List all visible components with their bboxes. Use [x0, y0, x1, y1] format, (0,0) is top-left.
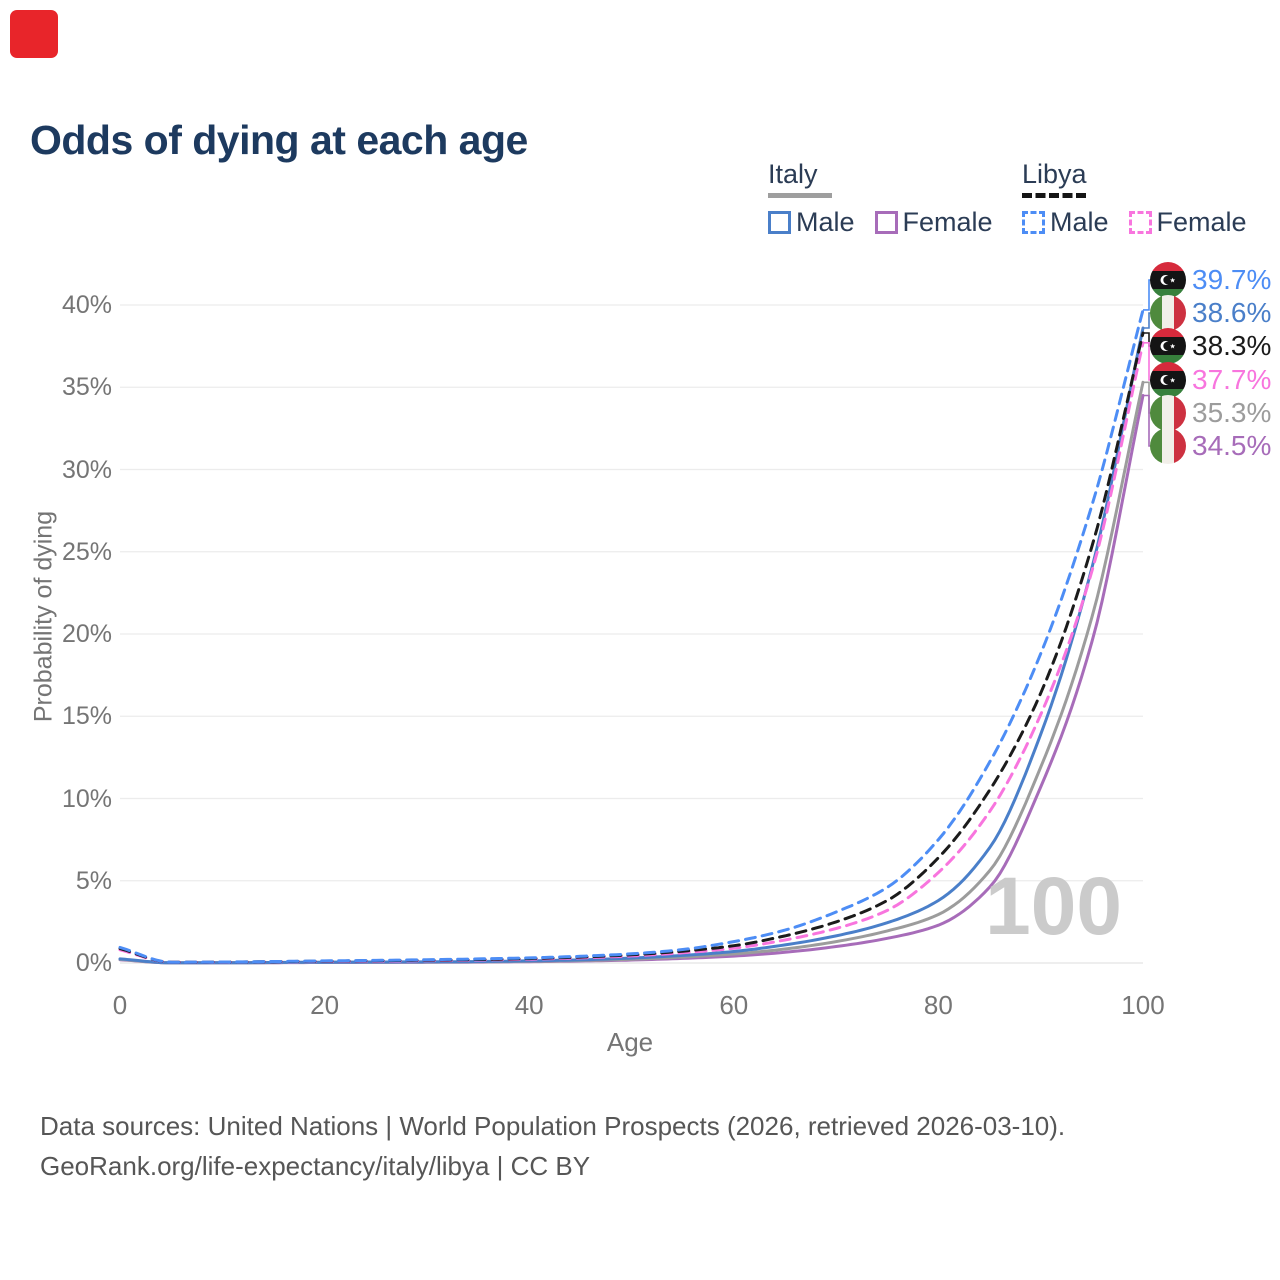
legend-swatch-italy-female	[874, 210, 898, 234]
y-tick-5: 5%	[75, 866, 112, 895]
y-tick-20: 20%	[61, 620, 112, 648]
x-tick-100: 100	[1121, 990, 1165, 1020]
legend-group-italy: Italy Male Female	[768, 159, 993, 238]
y-tick-10: 10%	[61, 784, 112, 813]
legend-linestyle-libya	[1022, 192, 1086, 198]
legend-country-libya[interactable]: Libya	[1022, 159, 1247, 198]
legend-swatch-libya-female	[1128, 210, 1152, 234]
end-label-libya-total: 38.3%	[1150, 328, 1271, 364]
legend-item-italy-female[interactable]: Female	[874, 206, 993, 238]
y-tick-0: 0%	[75, 949, 112, 977]
y-tick-30: 30%	[61, 455, 112, 484]
legend-country-label-italy: Italy	[768, 159, 818, 189]
y-tick-35: 35%	[61, 373, 112, 402]
legend-item-libya-male[interactable]: Male	[1022, 207, 1109, 238]
legend-item-libya-female[interactable]: Female	[1128, 206, 1247, 238]
footer: Data sources: United Nations | World Pop…	[40, 1106, 1065, 1187]
y-tick-40: 40%	[61, 291, 112, 319]
legend-swatch-italy-male	[768, 210, 791, 234]
legend-linestyle-italy	[768, 192, 832, 198]
legend-item-italy-male[interactable]: Male	[768, 207, 855, 238]
libya-flag-icon	[1150, 262, 1186, 298]
end-label-italy-total: 35.3%	[1150, 395, 1271, 431]
x-tick-20: 20	[310, 990, 340, 1020]
legend-group-libya: Libya Male Female	[1022, 159, 1247, 238]
legend-label-italy-male: Male	[796, 206, 855, 237]
brand-mark	[10, 10, 58, 58]
y-axis-title: Probability of dying	[29, 510, 58, 723]
legend-swatch-libya-male	[1022, 210, 1045, 234]
end-value-italy-total: 35.3%	[1192, 397, 1272, 428]
legend-label-libya-female: Female	[1156, 206, 1247, 237]
plot-area	[118, 262, 1159, 965]
x-tick-80: 80	[923, 990, 953, 1020]
end-value-libya-total: 38.3%	[1192, 330, 1272, 361]
end-label-libya-male: 39.7%	[1150, 262, 1271, 298]
legend-label-italy-female: Female	[902, 206, 993, 237]
italy-flag-icon	[1150, 428, 1186, 464]
end-label-italy-female: 34.5%	[1150, 428, 1271, 464]
legend-country-italy[interactable]: Italy	[768, 159, 993, 198]
age-watermark: 100	[985, 861, 1122, 952]
x-axis-title: Age	[606, 1027, 654, 1057]
footer-attribution: GeoRank.org/life-expectancy/italy/libya …	[40, 1151, 591, 1182]
series-line-libya-male[interactable]	[118, 308, 1145, 964]
italy-flag-icon	[1150, 395, 1186, 431]
x-tick-0: 0	[112, 990, 128, 1020]
italy-flag-icon	[1150, 295, 1186, 331]
legend-label-libya-male: Male	[1050, 206, 1109, 237]
end-value-italy-female: 34.5%	[1192, 430, 1272, 461]
x-tick-40: 40	[514, 990, 544, 1020]
end-label-italy-male: 38.6%	[1150, 295, 1271, 331]
y-tick-25: 25%	[61, 537, 112, 566]
footer-data-sources: Data sources: United Nations | World Pop…	[40, 1111, 1066, 1141]
libya-flag-icon	[1150, 362, 1186, 398]
legend-country-label-libya: Libya	[1022, 159, 1087, 189]
x-tick-60: 60	[719, 990, 749, 1020]
libya-flag-icon	[1150, 328, 1186, 364]
plot-canvas	[118, 279, 1159, 965]
end-value-libya-male: 39.7%	[1192, 264, 1272, 295]
end-label-libya-female: 37.7%	[1150, 362, 1271, 398]
page-title: Odds of dying at each age	[30, 117, 528, 164]
end-value-italy-male: 38.6%	[1192, 297, 1272, 328]
end-value-libya-female: 37.7%	[1192, 364, 1272, 395]
y-tick-15: 15%	[61, 702, 112, 731]
